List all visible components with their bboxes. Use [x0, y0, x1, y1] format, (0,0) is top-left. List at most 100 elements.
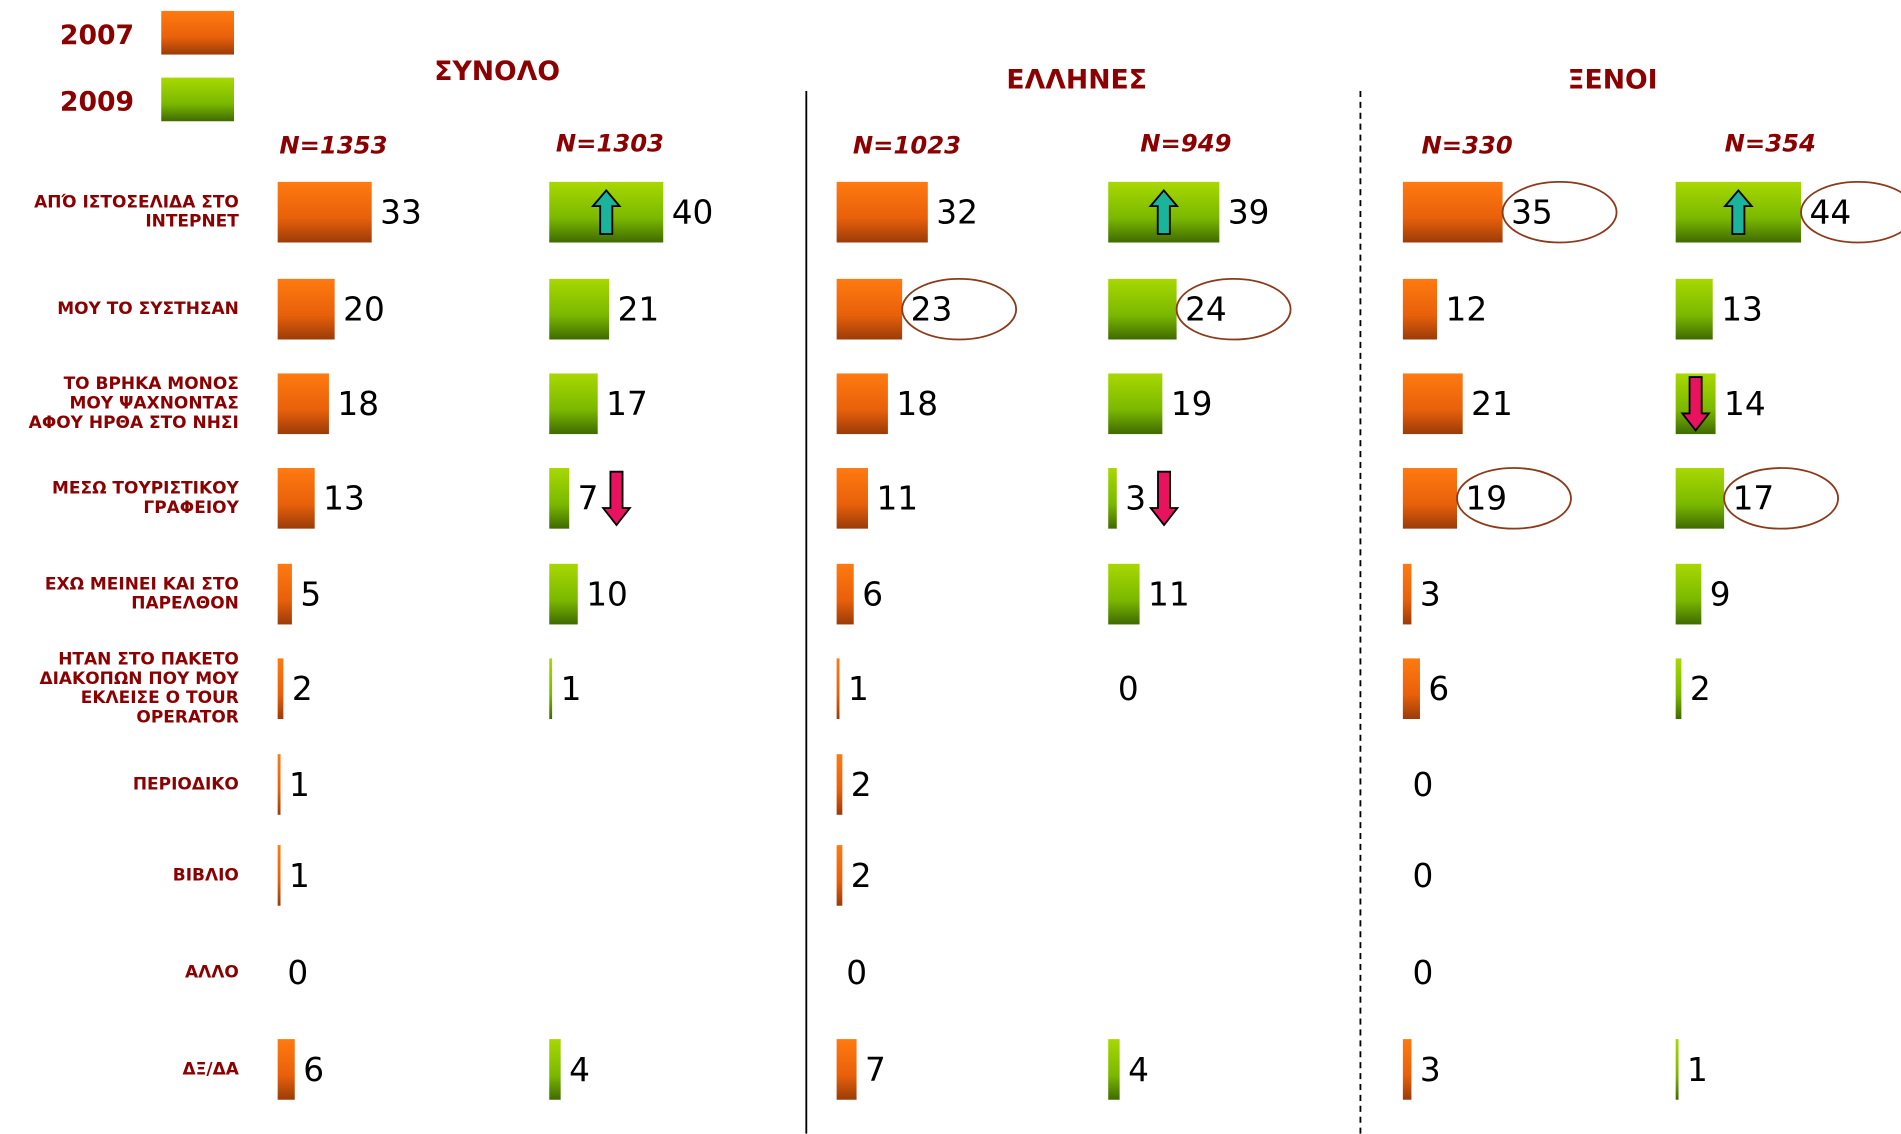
chart: 20072009ΣΥΝΟΛΟN=135333201813521106N=1303… [0, 0, 1901, 1134]
bar [278, 279, 335, 340]
bar [837, 279, 903, 340]
value-label: 12 [1446, 291, 1488, 329]
down-arrow [1151, 472, 1178, 525]
value-label: 32 [936, 194, 978, 232]
page: 20072009ΣΥΝΟΛΟN=135333201813521106N=1303… [0, 0, 1901, 1134]
bar [1403, 468, 1457, 529]
bar [549, 658, 552, 719]
value-label: 0 [1413, 766, 1434, 804]
value-label: 19 [1171, 385, 1213, 423]
bar [1403, 658, 1420, 719]
value-label: 4 [569, 1051, 590, 1089]
value-label: 20 [343, 291, 385, 329]
bar [278, 373, 329, 434]
value-label: 18 [337, 385, 379, 423]
category-label: ΠΕΡΙΟΔΙΚΟ [15, 775, 239, 794]
value-label: 5 [300, 576, 321, 614]
value-label: 1 [1687, 1051, 1708, 1089]
value-label: 6 [303, 1051, 324, 1089]
sample-size-label: N=354 [1725, 128, 1816, 157]
bar [837, 658, 840, 719]
bar [1108, 1039, 1119, 1100]
sample-size-label: N=1023 [853, 131, 961, 160]
category-label: ΕΧΩ ΜΕΙΝΕΙ ΚΑΙ ΣΤΟ ΠΑΡΕΛΘΟΝ [15, 575, 239, 614]
bar [837, 182, 928, 243]
category-label: ΜΟΥ ΤΟ ΣΥΣΤΗΣΑΝ [15, 299, 239, 318]
value-label: 14 [1724, 385, 1766, 423]
bar [549, 373, 597, 434]
bar [278, 754, 281, 815]
value-label: 23 [911, 291, 953, 329]
category-label: ΔΞ/ΔΑ [15, 1060, 239, 1079]
value-label: 19 [1465, 480, 1507, 518]
bar [837, 468, 868, 529]
category-label: ΗΤΑΝ ΣΤΟ ΠΑΚΕΤΟ ΔΙΑΚΟΠΩΝ ΠΟΥ ΜΟΥ ΕΚΛΕΙΣΕ… [15, 650, 239, 728]
sample-size-label: N=1303 [556, 128, 664, 157]
value-label: 13 [323, 480, 365, 518]
value-label: 6 [1428, 670, 1449, 708]
category-label: ΑΛΛΟ [15, 963, 239, 982]
value-label: 3 [1420, 1051, 1441, 1089]
value-label: 0 [846, 954, 867, 992]
value-label: 10 [586, 576, 628, 614]
legend-swatch [161, 78, 234, 122]
legend-swatch [161, 11, 234, 55]
value-label: 13 [1721, 291, 1763, 329]
value-label: 2 [292, 670, 313, 708]
panel-title: ΕΛΛΗΝΕΣ [1006, 65, 1147, 96]
bar [1676, 658, 1682, 719]
bar [837, 564, 854, 625]
value-label: 0 [1118, 670, 1139, 708]
category-label: ΒΙΒΛΙΟ [15, 866, 239, 885]
category-label: ΤΟ ΒΡΗΚΑ ΜΟΝΟΣ ΜΟΥ ΨΑΧΝΟΝΤΑΣ ΑΦΟΥ ΗΡΘΑ Σ… [15, 375, 239, 433]
bar [549, 564, 577, 625]
bar [278, 658, 284, 719]
value-label: 2 [851, 857, 872, 895]
value-label: 0 [287, 954, 308, 992]
value-label: 2 [1690, 670, 1711, 708]
category-label: ΜΕΣΩ ΤΟΥΡΙΣΤΙΚΟΥ ΓΡΑΦΕΙΟΥ [15, 479, 239, 518]
value-label: 9 [1710, 576, 1731, 614]
bar [278, 1039, 295, 1100]
value-label: 1 [561, 670, 582, 708]
bar [1403, 279, 1437, 340]
bar [1403, 373, 1463, 434]
bar [1108, 468, 1117, 529]
sample-size-label: N=330 [1422, 131, 1513, 160]
value-label: 40 [672, 194, 714, 232]
bar [1403, 182, 1503, 243]
bar [1403, 1039, 1412, 1100]
value-label: 18 [896, 385, 938, 423]
value-label: 21 [1471, 385, 1513, 423]
value-label: 17 [606, 385, 648, 423]
value-label: 0 [1413, 857, 1434, 895]
value-label: 2 [851, 766, 872, 804]
bar [278, 468, 315, 529]
panel-title: ΣΥΝΟΛΟ [434, 56, 560, 87]
value-label: 0 [1413, 954, 1434, 992]
value-label: 7 [865, 1051, 886, 1089]
bar [1676, 564, 1702, 625]
value-label: 7 [578, 480, 599, 518]
bar [549, 468, 569, 529]
value-label: 4 [1128, 1051, 1149, 1089]
stage: 20072009ΣΥΝΟΛΟN=135333201813521106N=1303… [0, 0, 1901, 1134]
value-label: 1 [848, 670, 869, 708]
bar [278, 845, 281, 906]
bar [1676, 468, 1724, 529]
value-label: 3 [1125, 480, 1146, 518]
sample-size-label: N=949 [1140, 128, 1231, 157]
value-label: 21 [618, 291, 660, 329]
value-label: 1 [289, 857, 310, 895]
bar [1403, 564, 1412, 625]
bar [837, 373, 888, 434]
value-label: 24 [1185, 291, 1227, 329]
bar [837, 754, 843, 815]
value-label: 11 [876, 480, 918, 518]
bar [837, 845, 843, 906]
bar [1676, 279, 1713, 340]
value-label: 35 [1511, 194, 1553, 232]
bar [278, 182, 372, 243]
bar [1108, 373, 1162, 434]
bar [837, 1039, 857, 1100]
